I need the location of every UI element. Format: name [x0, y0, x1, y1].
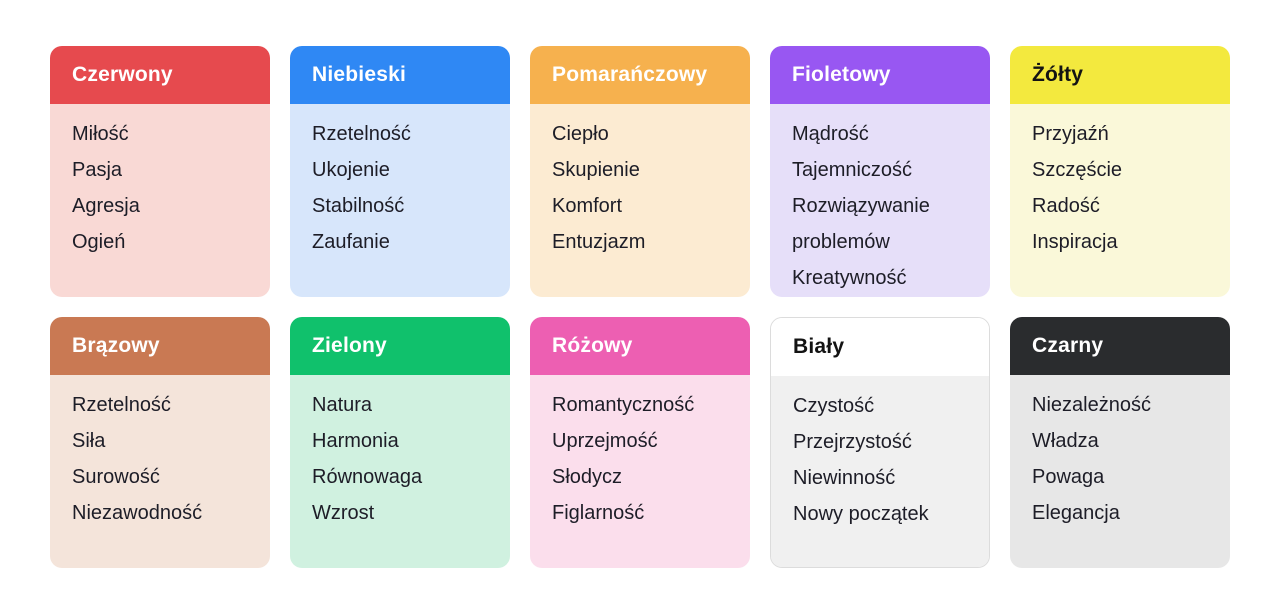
card-body: Romantyczność Uprzejmość Słodycz Figlarność	[530, 375, 750, 568]
color-card-czerwony: Czerwony Miłość Pasja Agresja Ogień	[50, 46, 270, 297]
color-card-bialy: Biały Czystość Przejrzystość Niewinność Now…	[770, 317, 990, 568]
card-item: Kreatywność	[792, 267, 907, 289]
card-item: Skupienie	[552, 159, 640, 181]
card-item: Romantyczność	[552, 394, 695, 416]
card-title: Żółty	[1032, 63, 1084, 86]
card-body: Przyjaźń Szczęście Radość Inspiracja	[1010, 104, 1230, 297]
card-body: Ciepło Skupienie Komfort Entuzjazm	[530, 104, 750, 297]
card-title: Brązowy	[72, 334, 160, 357]
card-item: Agresja	[72, 195, 140, 217]
card-title: Czerwony	[72, 63, 173, 86]
color-card-czarny: Czarny Niezależność Władza Powaga Elegancja	[1010, 317, 1230, 568]
card-item: Niezawodność	[72, 502, 203, 524]
card-item: Niewinność	[793, 467, 896, 489]
card-item: Zaufanie	[312, 231, 390, 253]
card-item: Niezależność	[1032, 394, 1151, 416]
card-header: Różowy	[530, 317, 750, 375]
color-cards-grid: Czerwony Miłość Pasja Agresja Ogień Niebies…	[50, 46, 1230, 568]
card-item: Równowaga	[312, 466, 423, 488]
card-item: Stabilność	[312, 195, 405, 217]
card-item: Inspiracja	[1032, 231, 1118, 253]
card-header: Żółty	[1010, 46, 1230, 104]
color-card-pomaranczowy: Pomarańczowy Ciepło Skupienie Komfort Entuz…	[530, 46, 750, 297]
card-header: Brązowy	[50, 317, 270, 375]
card-item: Entuzjazm	[552, 231, 646, 253]
card-body: Miłość Pasja Agresja Ogień	[50, 104, 270, 297]
card-item: Ukojenie	[312, 159, 390, 181]
card-item: Komfort	[552, 195, 623, 217]
card-item: Mądrość	[792, 123, 869, 145]
color-card-zielony: Zielony Natura Harmonia Równowaga Wzrost	[290, 317, 510, 568]
card-body: Mądrość Tajemniczość Rozwiązywanie problem…	[770, 104, 990, 297]
card-item: Miłość	[72, 123, 129, 145]
color-card-brazowy: Brązowy Rzetelność Siła Surowość Niezawodno…	[50, 317, 270, 568]
card-item: Uprzejmość	[552, 430, 658, 452]
card-title: Zielony	[312, 334, 387, 357]
color-card-fioletowy: Fioletowy Mądrość Tajemniczość Rozwiązywan…	[770, 46, 990, 297]
card-item: Natura	[312, 394, 373, 416]
card-body: Czystość Przejrzystość Niewinność Nowy pocz…	[771, 376, 989, 567]
card-item: Rzetelność	[72, 394, 171, 416]
color-card-rozowy: Różowy Romantyczność Uprzejmość Słodycz Fig…	[530, 317, 750, 568]
card-item: Przyjaźń	[1032, 123, 1109, 145]
card-title: Biały	[793, 335, 845, 358]
card-item: Przejrzystość	[793, 431, 912, 453]
card-title: Fioletowy	[792, 63, 891, 86]
card-title: Różowy	[552, 334, 633, 357]
card-item: Pasja	[72, 159, 123, 181]
color-card-zolty: Żółty Przyjaźń Szczęście Radość Inspiracja	[1010, 46, 1230, 297]
card-item: Ciepło	[552, 123, 609, 145]
color-card-niebieski: Niebieski Rzetelność Ukojenie Stabilność Za…	[290, 46, 510, 297]
card-header: Fioletowy	[770, 46, 990, 104]
card-header: Biały	[771, 318, 989, 376]
card-item: Szczęście	[1032, 159, 1123, 181]
card-header: Pomarańczowy	[530, 46, 750, 104]
card-item: Wzrost	[312, 502, 375, 524]
card-item: Nowy początek	[793, 503, 929, 525]
card-item: Czystość	[793, 395, 875, 417]
card-body: Rzetelność Ukojenie Stabilność Zaufanie	[290, 104, 510, 297]
card-item: Ogień	[72, 231, 126, 253]
card-item: Słodycz	[552, 466, 623, 488]
card-body: Rzetelność Siła Surowość Niezawodność	[50, 375, 270, 568]
card-item: Rzetelność	[312, 123, 411, 145]
card-body: Niezależność Władza Powaga Elegancja	[1010, 375, 1230, 568]
card-item: Radość	[1032, 195, 1100, 217]
card-header: Zielony	[290, 317, 510, 375]
card-item: Rozwiązywanie problemów	[792, 195, 930, 253]
card-title: Czarny	[1032, 334, 1104, 357]
card-item: Harmonia	[312, 430, 399, 452]
card-header: Czarny	[1010, 317, 1230, 375]
card-body: Natura Harmonia Równowaga Wzrost	[290, 375, 510, 568]
card-title: Niebieski	[312, 63, 407, 86]
card-item: Elegancja	[1032, 502, 1120, 524]
card-item: Figlarność	[552, 502, 645, 524]
card-item: Powaga	[1032, 466, 1105, 488]
card-item: Surowość	[72, 466, 160, 488]
card-title: Pomarańczowy	[552, 63, 708, 86]
card-item: Siła	[72, 430, 106, 452]
card-header: Czerwony	[50, 46, 270, 104]
card-item: Władza	[1032, 430, 1099, 452]
card-item: Tajemniczość	[792, 159, 913, 181]
card-header: Niebieski	[290, 46, 510, 104]
